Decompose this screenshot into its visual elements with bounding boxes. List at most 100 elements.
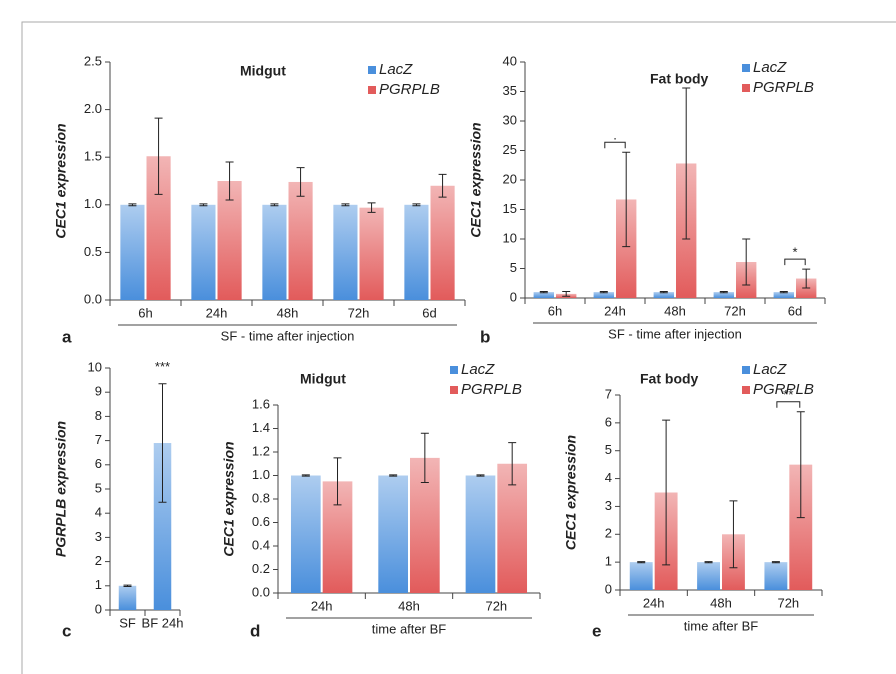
y-axis-label: CEC1 expression: [563, 435, 579, 550]
y-tick-label: 1.2: [252, 443, 270, 458]
significance-label: **: [783, 387, 793, 402]
panel-label: c: [62, 621, 71, 640]
y-axis-label: CEC1 expression: [53, 123, 69, 238]
bar: [217, 181, 242, 300]
x-tick-label: 6h: [548, 303, 562, 318]
y-tick-label: 35: [503, 83, 517, 98]
y-tick-label: 25: [503, 142, 517, 157]
error-bar: [128, 203, 137, 207]
x-tick-label: 6d: [422, 305, 436, 320]
legend-label: LacZ: [461, 361, 495, 378]
y-axis-label: CEC1 expression: [221, 441, 237, 556]
legend-label: LacZ: [379, 61, 413, 78]
x-tick-label: 48h: [398, 598, 420, 613]
bar: [288, 181, 313, 300]
x-axis-label: time after BF: [372, 621, 446, 636]
error-bar: [742, 238, 751, 286]
bar: [153, 443, 172, 610]
y-tick-label: 0: [95, 601, 102, 616]
legend-label: LacZ: [753, 59, 787, 76]
y-tick-label: 4: [605, 470, 612, 485]
significance-label: .: [613, 128, 617, 143]
panel-title: Midgut: [300, 371, 346, 387]
error-bar: [225, 161, 234, 201]
error-bar: [796, 411, 805, 519]
legend-label: PGRPLB: [461, 381, 522, 398]
y-tick-label: 0.0: [84, 291, 102, 306]
y-tick-label: 0.5: [84, 244, 102, 259]
bar: [653, 292, 674, 298]
bar: [764, 562, 788, 590]
error-bar: [438, 173, 447, 198]
error-bar: [659, 291, 668, 294]
y-tick-label: 9: [95, 384, 102, 399]
error-bar: [420, 432, 429, 484]
x-tick-label: BF 24h: [142, 615, 184, 630]
error-bar: [270, 203, 279, 207]
error-bar: [704, 561, 713, 564]
y-tick-label: 5: [605, 442, 612, 457]
x-tick-label: 48h: [664, 303, 686, 318]
x-axis-label: SF - time after injection: [221, 328, 355, 343]
error-bar: [296, 167, 305, 197]
y-tick-label: 1.4: [252, 420, 270, 435]
y-tick-label: 30: [503, 112, 517, 127]
y-tick-label: 2.0: [84, 101, 102, 116]
y-tick-label: 10: [503, 230, 517, 245]
legend-swatch: [450, 386, 458, 394]
significance-bracket: [784, 258, 806, 266]
error-bar: [367, 202, 376, 213]
x-tick-label: 24h: [643, 595, 665, 610]
bar: [404, 204, 429, 300]
error-bar: [123, 584, 132, 588]
y-axis-label: PGRPLB expression: [53, 421, 69, 557]
error-bar: [779, 291, 788, 294]
y-tick-label: 0: [605, 581, 612, 596]
legend-label: LacZ: [753, 361, 787, 378]
bar: [713, 292, 734, 298]
error-bar: [802, 268, 811, 289]
legend-swatch: [742, 386, 750, 394]
y-tick-label: 3: [605, 498, 612, 513]
significance-label: *: [792, 245, 797, 260]
x-tick-label: 24h: [604, 303, 626, 318]
x-tick-label: 24h: [206, 305, 228, 320]
bar: [262, 204, 287, 300]
y-tick-label: 1: [605, 554, 612, 569]
y-tick-label: 4: [95, 505, 102, 520]
bar: [120, 204, 145, 300]
x-tick-label: 72h: [724, 303, 746, 318]
error-bar: [662, 419, 671, 566]
error-bar: [682, 87, 691, 240]
y-tick-label: 1.6: [252, 396, 270, 411]
panel-title: Fat body: [650, 71, 709, 87]
y-tick-label: 2: [95, 553, 102, 568]
bar: [789, 464, 813, 590]
y-tick-label: 0.8: [252, 490, 270, 505]
error-bar: [154, 117, 163, 195]
error-bar: [539, 291, 548, 294]
y-tick-label: 1: [95, 577, 102, 592]
x-tick-label: 48h: [277, 305, 299, 320]
bar: [118, 585, 137, 610]
error-bar: [341, 203, 350, 207]
x-tick-label: SF: [119, 615, 136, 630]
y-tick-label: 0.0: [252, 584, 270, 599]
significance-label: ***: [155, 359, 170, 374]
y-tick-label: 40: [503, 53, 517, 68]
error-bar: [729, 500, 738, 569]
y-tick-label: 10: [88, 359, 102, 374]
legend-swatch: [742, 366, 750, 374]
bar: [533, 292, 554, 298]
error-bar: [508, 442, 517, 486]
y-tick-label: 0.4: [252, 537, 270, 552]
bar: [593, 292, 614, 298]
y-tick-label: 3: [95, 529, 102, 544]
y-tick-label: 1.0: [252, 467, 270, 482]
error-bar: [476, 474, 485, 477]
x-tick-label: 6h: [138, 305, 152, 320]
panel-label: d: [250, 621, 260, 640]
bar: [191, 204, 216, 300]
y-tick-label: 1.0: [84, 196, 102, 211]
